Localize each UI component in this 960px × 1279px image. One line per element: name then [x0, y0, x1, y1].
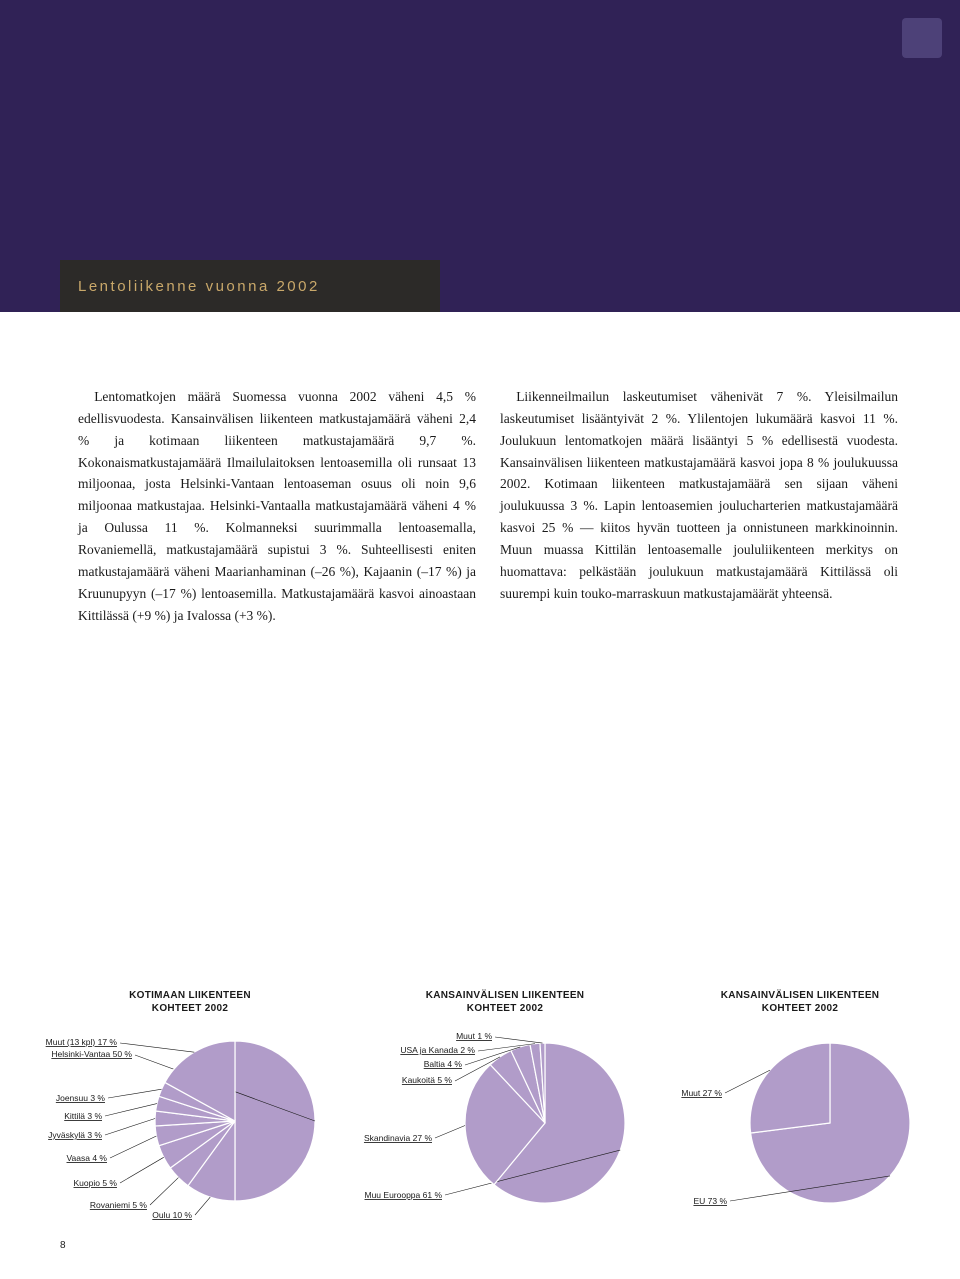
- svg-text:Muut 27 %: Muut 27 %: [681, 1088, 722, 1098]
- chart-intl-region-pie-wrap: EU 73 % Muut 27 %: [670, 1023, 930, 1228]
- svg-text:USA ja Kanada 2 %: USA ja Kanada 2 %: [400, 1045, 475, 1055]
- svg-text:Jyväskylä 3 %: Jyväskylä 3 %: [48, 1130, 102, 1140]
- svg-text:EU 73 %: EU 73 %: [693, 1196, 727, 1206]
- chart-intl-dest-title-l2: KOHTEET 2002: [467, 1003, 543, 1014]
- body-text: Lentomatkojen määrä Suomessa vuonna 2002…: [78, 386, 898, 626]
- chart-intl-region: KANSAINVÄLISEN LIIKENTEEN KOHTEET 2002 E…: [670, 990, 930, 1228]
- chart-intl-dest-title-l1: KANSAINVÄLISEN LIIKENTEEN: [426, 990, 585, 1001]
- svg-text:Rovaniemi 5 %: Rovaniemi 5 %: [90, 1200, 148, 1210]
- chart-domestic-title-l2: KOHTEET 2002: [152, 1003, 228, 1014]
- column-1: Lentomatkojen määrä Suomessa vuonna 2002…: [78, 386, 476, 626]
- svg-text:Muu Eurooppa 61 %: Muu Eurooppa 61 %: [365, 1190, 443, 1200]
- svg-text:Joensuu 3 %: Joensuu 3 %: [56, 1093, 106, 1103]
- svg-text:Vaasa 4 %: Vaasa 4 %: [67, 1153, 108, 1163]
- chart-intl-dest-svg: Muu Eurooppa 61 % Skandinavia 27 % Kaukoit…: [360, 1023, 650, 1223]
- svg-text:Muut (13 kpl) 17 %: Muut (13 kpl) 17 %: [46, 1037, 118, 1047]
- svg-text:Skandinavia 27 %: Skandinavia 27 %: [364, 1133, 432, 1143]
- chart-intl-region-title-l1: KANSAINVÄLISEN LIIKENTEEN: [721, 990, 880, 1001]
- page-number: 8: [60, 1240, 66, 1251]
- svg-text:Muut 1 %: Muut 1 %: [456, 1031, 492, 1041]
- chart-domestic-title: KOTIMAAN LIIKENTEEN KOHTEET 2002: [129, 990, 251, 1015]
- col2-text: Liikenneilmailun laskeutumiset vähenivät…: [500, 386, 898, 605]
- svg-text:Helsinki-Vantaa 50 %: Helsinki-Vantaa 50 %: [51, 1049, 132, 1059]
- banner-accent: [902, 18, 942, 58]
- svg-text:Baltia 4 %: Baltia 4 %: [424, 1059, 463, 1069]
- page-title: Lentoliikenne vuonna 2002: [78, 278, 320, 295]
- chart-intl-dest-pie-wrap: Muu Eurooppa 61 % Skandinavia 27 % Kaukoit…: [360, 1023, 650, 1228]
- chart-domestic-svg: Helsinki-Vantaa 50 % Oulu 10 % Rovaniemi 5…: [40, 1023, 340, 1223]
- charts-row: KOTIMAAN LIIKENTEEN KOHTEET 2002 Helsink…: [40, 990, 930, 1228]
- chart-intl-region-title: KANSAINVÄLISEN LIIKENTEEN KOHTEET 2002: [721, 990, 880, 1015]
- svg-text:Kuopio 5 %: Kuopio 5 %: [74, 1178, 118, 1188]
- col1-text: Lentomatkojen määrä Suomessa vuonna 2002…: [78, 386, 476, 626]
- svg-text:Kittilä 3 %: Kittilä 3 %: [64, 1111, 102, 1121]
- chart-domestic: KOTIMAAN LIIKENTEEN KOHTEET 2002 Helsink…: [40, 990, 340, 1228]
- chart-domestic-pie-wrap: Helsinki-Vantaa 50 % Oulu 10 % Rovaniemi 5…: [40, 1023, 340, 1228]
- chart-domestic-title-l1: KOTIMAAN LIIKENTEEN: [129, 990, 251, 1001]
- chart-intl-dest: KANSAINVÄLISEN LIIKENTEEN KOHTEET 2002 M…: [360, 990, 650, 1228]
- title-bar: Lentoliikenne vuonna 2002: [60, 260, 440, 312]
- column-2: Liikenneilmailun laskeutumiset vähenivät…: [500, 386, 898, 626]
- chart-intl-dest-title: KANSAINVÄLISEN LIIKENTEEN KOHTEET 2002: [426, 990, 585, 1015]
- chart-intl-region-title-l2: KOHTEET 2002: [762, 1003, 838, 1014]
- svg-text:Oulu 10 %: Oulu 10 %: [152, 1210, 192, 1220]
- chart-intl-region-svg: EU 73 % Muut 27 %: [670, 1023, 930, 1223]
- svg-text:Kaukoitä 5 %: Kaukoitä 5 %: [402, 1075, 453, 1085]
